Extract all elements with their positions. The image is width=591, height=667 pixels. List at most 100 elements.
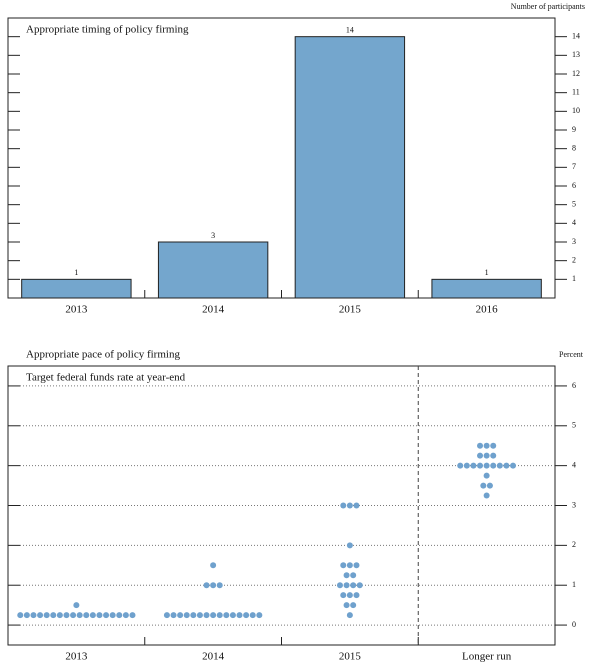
y-tick-label: 7 (572, 162, 576, 171)
value-label: 3 (211, 231, 215, 240)
dot (183, 612, 190, 619)
dot (346, 502, 353, 509)
dot (56, 612, 63, 619)
dot (89, 612, 96, 619)
dot (129, 612, 136, 619)
chart-subtitle: Target federal funds rate at year-end (26, 372, 186, 384)
y-tick-label: 6 (572, 181, 576, 190)
dot (229, 612, 236, 619)
dot (503, 462, 510, 469)
dot (490, 442, 497, 449)
value-label: 1 (485, 268, 489, 277)
dot (203, 612, 210, 619)
dot (340, 502, 347, 509)
dot (243, 612, 250, 619)
dot (340, 562, 347, 569)
y-tick-label: 4 (572, 460, 576, 469)
dot (483, 472, 490, 479)
x-tick-label: 2014 (202, 304, 225, 316)
dot (170, 612, 177, 619)
dot (336, 582, 343, 589)
dot (343, 582, 350, 589)
chart-title: Appropriate timing of policy firming (26, 24, 189, 36)
y-axis-label: Number of participants (511, 2, 585, 11)
value-label: 14 (346, 25, 354, 34)
dot (109, 612, 116, 619)
y-axis-label: Percent (559, 350, 584, 359)
dot (350, 572, 357, 579)
dot (223, 612, 230, 619)
dot (480, 482, 487, 489)
y-tick-label: 8 (572, 143, 576, 152)
dot (73, 602, 80, 609)
dot (196, 612, 203, 619)
dot (190, 612, 197, 619)
dot (350, 602, 357, 609)
y-tick-label: 0 (572, 620, 576, 629)
bar (431, 278, 542, 299)
dot (76, 612, 83, 619)
dot (43, 612, 50, 619)
y-tick-label: 9 (572, 125, 576, 134)
dot (216, 582, 223, 589)
dot (236, 612, 243, 619)
dot (163, 612, 170, 619)
y-tick-label: 2 (572, 255, 576, 264)
dot (353, 562, 360, 569)
dot (477, 462, 484, 469)
dot (343, 602, 350, 609)
y-tick-label: 11 (572, 87, 580, 96)
dot (496, 462, 503, 469)
dot (216, 612, 223, 619)
y-tick-label: 13 (572, 50, 580, 59)
plot-frame (7, 17, 556, 299)
dot (70, 612, 77, 619)
y-tick-label: 6 (572, 381, 576, 390)
dot (256, 612, 263, 619)
y-tick-label: 5 (572, 421, 576, 430)
x-tick-label: 2015 (339, 304, 362, 316)
y-tick-label: 5 (572, 199, 576, 208)
dot (490, 452, 497, 459)
x-tick-label: 2014 (202, 651, 225, 663)
dot (210, 612, 217, 619)
y-tick-label: 3 (572, 237, 576, 246)
dot (116, 612, 123, 619)
y-tick-label: 14 (572, 31, 580, 40)
dot (483, 492, 490, 499)
y-tick-label: 1 (572, 274, 576, 283)
y-tick-label: 3 (572, 500, 576, 509)
y-tick-label: 10 (572, 106, 580, 115)
dot (483, 452, 490, 459)
value-label: 1 (74, 268, 78, 277)
dot (30, 612, 37, 619)
dot (37, 612, 44, 619)
chart-title: Appropriate pace of policy firming (26, 349, 180, 361)
dot (350, 582, 357, 589)
dot (470, 462, 477, 469)
y-tick-label: 4 (572, 218, 576, 227)
x-tick-label: 2013 (65, 304, 88, 316)
x-tick-label: 2015 (339, 651, 362, 663)
dot (346, 592, 353, 599)
y-tick-label: 1 (572, 580, 576, 589)
dot (483, 462, 490, 469)
dot (457, 462, 464, 469)
y-tick-label: 2 (572, 540, 576, 549)
dot (203, 582, 210, 589)
dot (17, 612, 24, 619)
x-tick-label: Longer run (462, 651, 512, 663)
bar (21, 278, 132, 299)
dot (122, 612, 129, 619)
dot (490, 462, 497, 469)
dot (356, 582, 363, 589)
dot (96, 612, 103, 619)
dot (23, 612, 30, 619)
dot (463, 462, 470, 469)
dot (353, 592, 360, 599)
dot (177, 612, 184, 619)
x-tick-label: 2013 (65, 651, 88, 663)
dot (483, 442, 490, 449)
dot (50, 612, 57, 619)
